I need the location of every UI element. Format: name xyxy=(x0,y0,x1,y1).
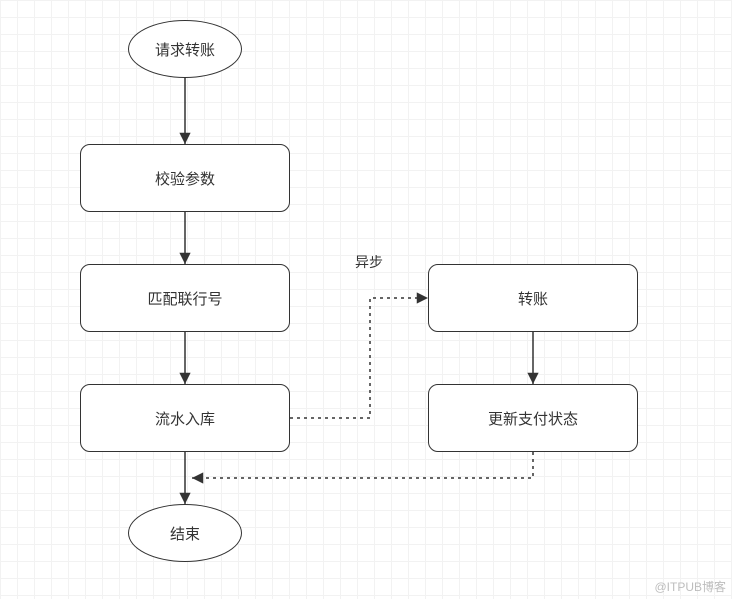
node-label: 结束 xyxy=(170,523,200,544)
node-label: 请求转账 xyxy=(155,39,215,60)
node-label: 校验参数 xyxy=(155,168,215,189)
node-check: 校验参数 xyxy=(80,144,290,212)
flowchart-canvas: 请求转账 校验参数 匹配联行号 流水入库 结束 转账 更新支付状态 异步 @IT… xyxy=(0,0,732,599)
node-label: 流水入库 xyxy=(155,408,215,429)
node-match: 匹配联行号 xyxy=(80,264,290,332)
watermark: @ITPUB博客 xyxy=(654,578,726,595)
node-label: 匹配联行号 xyxy=(147,288,222,309)
node-label: 转账 xyxy=(518,288,548,309)
node-label: 更新支付状态 xyxy=(488,408,578,429)
node-log: 流水入库 xyxy=(80,384,290,452)
node-end: 结束 xyxy=(128,504,242,562)
edge-e5 xyxy=(290,298,428,418)
edge-label-async: 异步 xyxy=(355,252,383,272)
edge-e7 xyxy=(192,452,533,478)
node-update: 更新支付状态 xyxy=(428,384,638,452)
node-start: 请求转账 xyxy=(128,20,242,78)
node-transfer: 转账 xyxy=(428,264,638,332)
